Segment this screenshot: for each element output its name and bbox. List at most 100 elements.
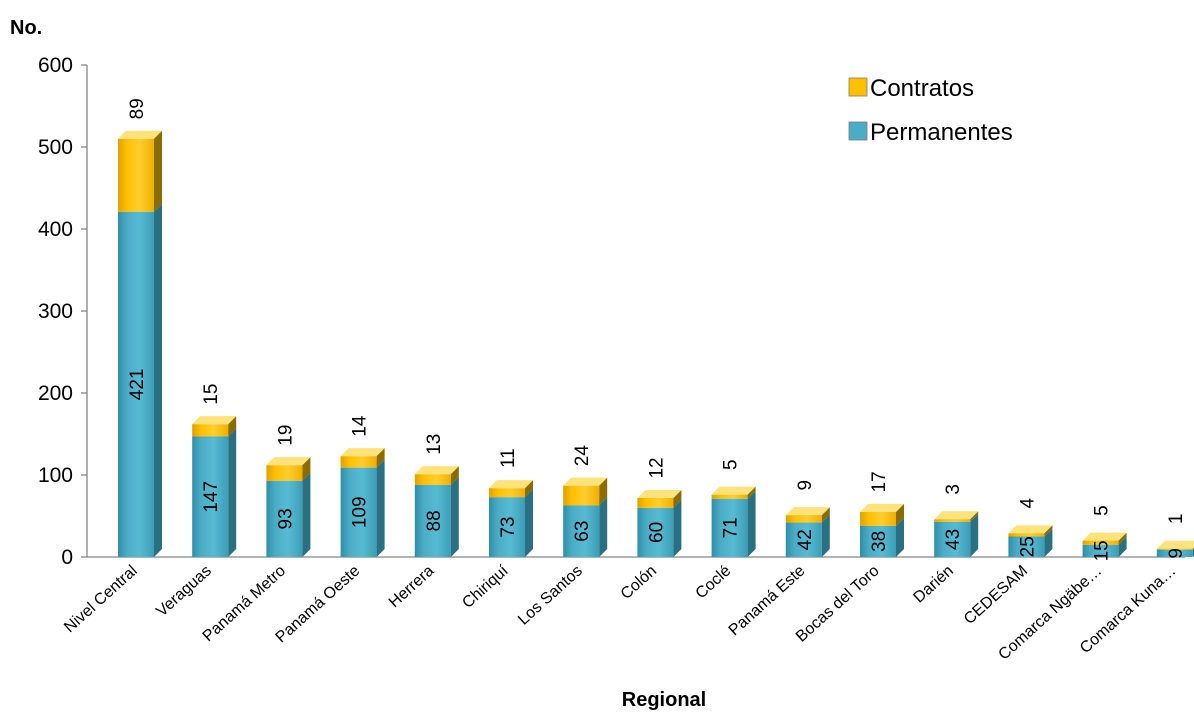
value-label-permanentes: 93	[275, 508, 296, 529]
bar-contratos	[414, 474, 451, 485]
bar-contratos-top	[563, 477, 608, 486]
value-label-permanentes: 73	[498, 516, 519, 537]
y-tick-label: 300	[38, 300, 73, 323]
x-tick-label: Herrera	[386, 562, 438, 611]
bar-group: 63 24	[563, 445, 608, 557]
legend: Contratos Permanentes	[848, 75, 1013, 146]
bar-permanentes	[934, 521, 971, 557]
bar-group: 93 19	[266, 425, 311, 557]
bar-contratos-top	[785, 507, 830, 516]
bar-contratos	[1156, 548, 1193, 550]
bar-group: 42 9	[785, 480, 830, 557]
y-tick-label: 500	[38, 136, 73, 159]
x-tick-label: Los Santos	[515, 562, 586, 628]
bar-permanentes	[563, 505, 600, 557]
bar-permanentes-side	[1044, 528, 1053, 557]
bar-contratos-top	[489, 480, 533, 489]
bar-contratos	[1082, 540, 1119, 545]
y-axis: 0 100 200 300 400 500 600	[38, 54, 88, 569]
x-tick-label: Colón	[618, 562, 660, 603]
bar-permanentes	[414, 484, 451, 557]
legend-label-permanentes: Permanentes	[870, 119, 1013, 146]
bar-permanentes	[192, 436, 229, 557]
bar-contratos-side	[821, 507, 830, 523]
bar-permanentes-side	[599, 497, 608, 557]
bar-contratos-top	[1082, 532, 1127, 541]
bar-contratos-side	[970, 511, 979, 522]
bar-contratos-top	[1008, 525, 1053, 534]
value-label-contratos: 1	[1166, 514, 1187, 525]
bar-contratos-top	[711, 486, 756, 495]
bar-contratos-side	[376, 448, 385, 468]
bar-permanentes-side	[747, 490, 756, 557]
legend-swatch-permanentes	[848, 121, 868, 141]
value-label-contratos: 11	[498, 448, 519, 468]
value-label-permanentes: 421	[127, 369, 148, 401]
bar-permanentes	[785, 522, 822, 557]
bar-permanentes	[1156, 549, 1193, 557]
bar-permanentes-side	[154, 203, 162, 557]
x-tick-label: Darién	[910, 562, 956, 606]
bar-contratos-top	[860, 503, 904, 512]
bar-contratos-top	[266, 457, 311, 466]
legend-label-contratos: Contratos	[870, 75, 974, 102]
bar-contratos	[934, 519, 971, 522]
x-tick-label: Nivel Central	[61, 562, 140, 636]
bar-contratos	[563, 485, 600, 506]
value-label-contratos: 9	[795, 480, 816, 491]
bar-permanentes-side	[970, 513, 979, 557]
value-label-permanentes: 9	[1166, 548, 1187, 559]
value-label-contratos: 5	[1092, 505, 1113, 516]
value-label-contratos: 3	[943, 484, 964, 495]
y-tick-label: 400	[38, 218, 73, 241]
bar-permanentes-side	[821, 514, 830, 557]
value-label-contratos: 4	[1017, 498, 1038, 509]
x-tick-label: CEDESAM	[961, 562, 1031, 628]
x-tick-label: Veraguas	[153, 562, 215, 620]
value-label-permanentes: 42	[795, 529, 816, 550]
bar-contratos	[711, 494, 748, 499]
bar-permanentes	[1082, 544, 1119, 557]
bar-permanentes-side	[896, 517, 904, 557]
value-label-contratos: 12	[646, 457, 667, 478]
x-tick-label: Coclé	[693, 562, 735, 602]
value-label-permanentes: 15	[1092, 540, 1113, 561]
value-label-contratos: 17	[869, 471, 890, 492]
bar-contratos-top	[934, 511, 979, 520]
y-tick-label: 0	[61, 546, 73, 569]
bar-contratos-side	[302, 457, 311, 481]
bar-contratos-side	[450, 466, 459, 485]
bar-contratos-side	[896, 503, 904, 526]
value-label-permanentes: 63	[572, 521, 593, 542]
bar-permanentes	[118, 211, 154, 557]
value-label-contratos: 19	[275, 425, 296, 446]
value-label-permanentes: 71	[721, 517, 742, 538]
x-tick-label: Chiriquí	[459, 562, 512, 612]
value-label-permanentes: 60	[646, 522, 667, 543]
value-label-contratos: 5	[721, 459, 742, 470]
bar-permanentes	[489, 497, 525, 557]
value-label-permanentes: 25	[1017, 536, 1038, 557]
y-tick-label: 200	[38, 382, 73, 405]
legend-swatch-contratos	[848, 77, 868, 97]
bar-contratos	[489, 488, 525, 498]
bar-group: 73 11	[489, 448, 533, 557]
bar-permanentes-side	[673, 499, 682, 557]
bar-group: 91	[1156, 514, 1194, 559]
x-axis-title: Regional	[622, 689, 706, 711]
bar-permanentes	[266, 480, 303, 557]
bar-permanentes-side	[376, 459, 385, 557]
bar-group: 25 4	[1008, 498, 1053, 557]
bar-contratos	[266, 465, 303, 481]
bars: 4218914715931910914881373116324601271542…	[118, 98, 1194, 561]
bar-contratos-top	[192, 416, 237, 425]
bar-contratos	[860, 511, 896, 526]
bar-contratos-side	[1044, 525, 1053, 537]
bar-group: 88 13	[414, 434, 459, 557]
bar-permanentes	[711, 498, 748, 557]
bar-contratos-side	[599, 477, 608, 506]
bar-group: 109 14	[340, 415, 385, 557]
bar-contratos-side	[747, 486, 756, 499]
